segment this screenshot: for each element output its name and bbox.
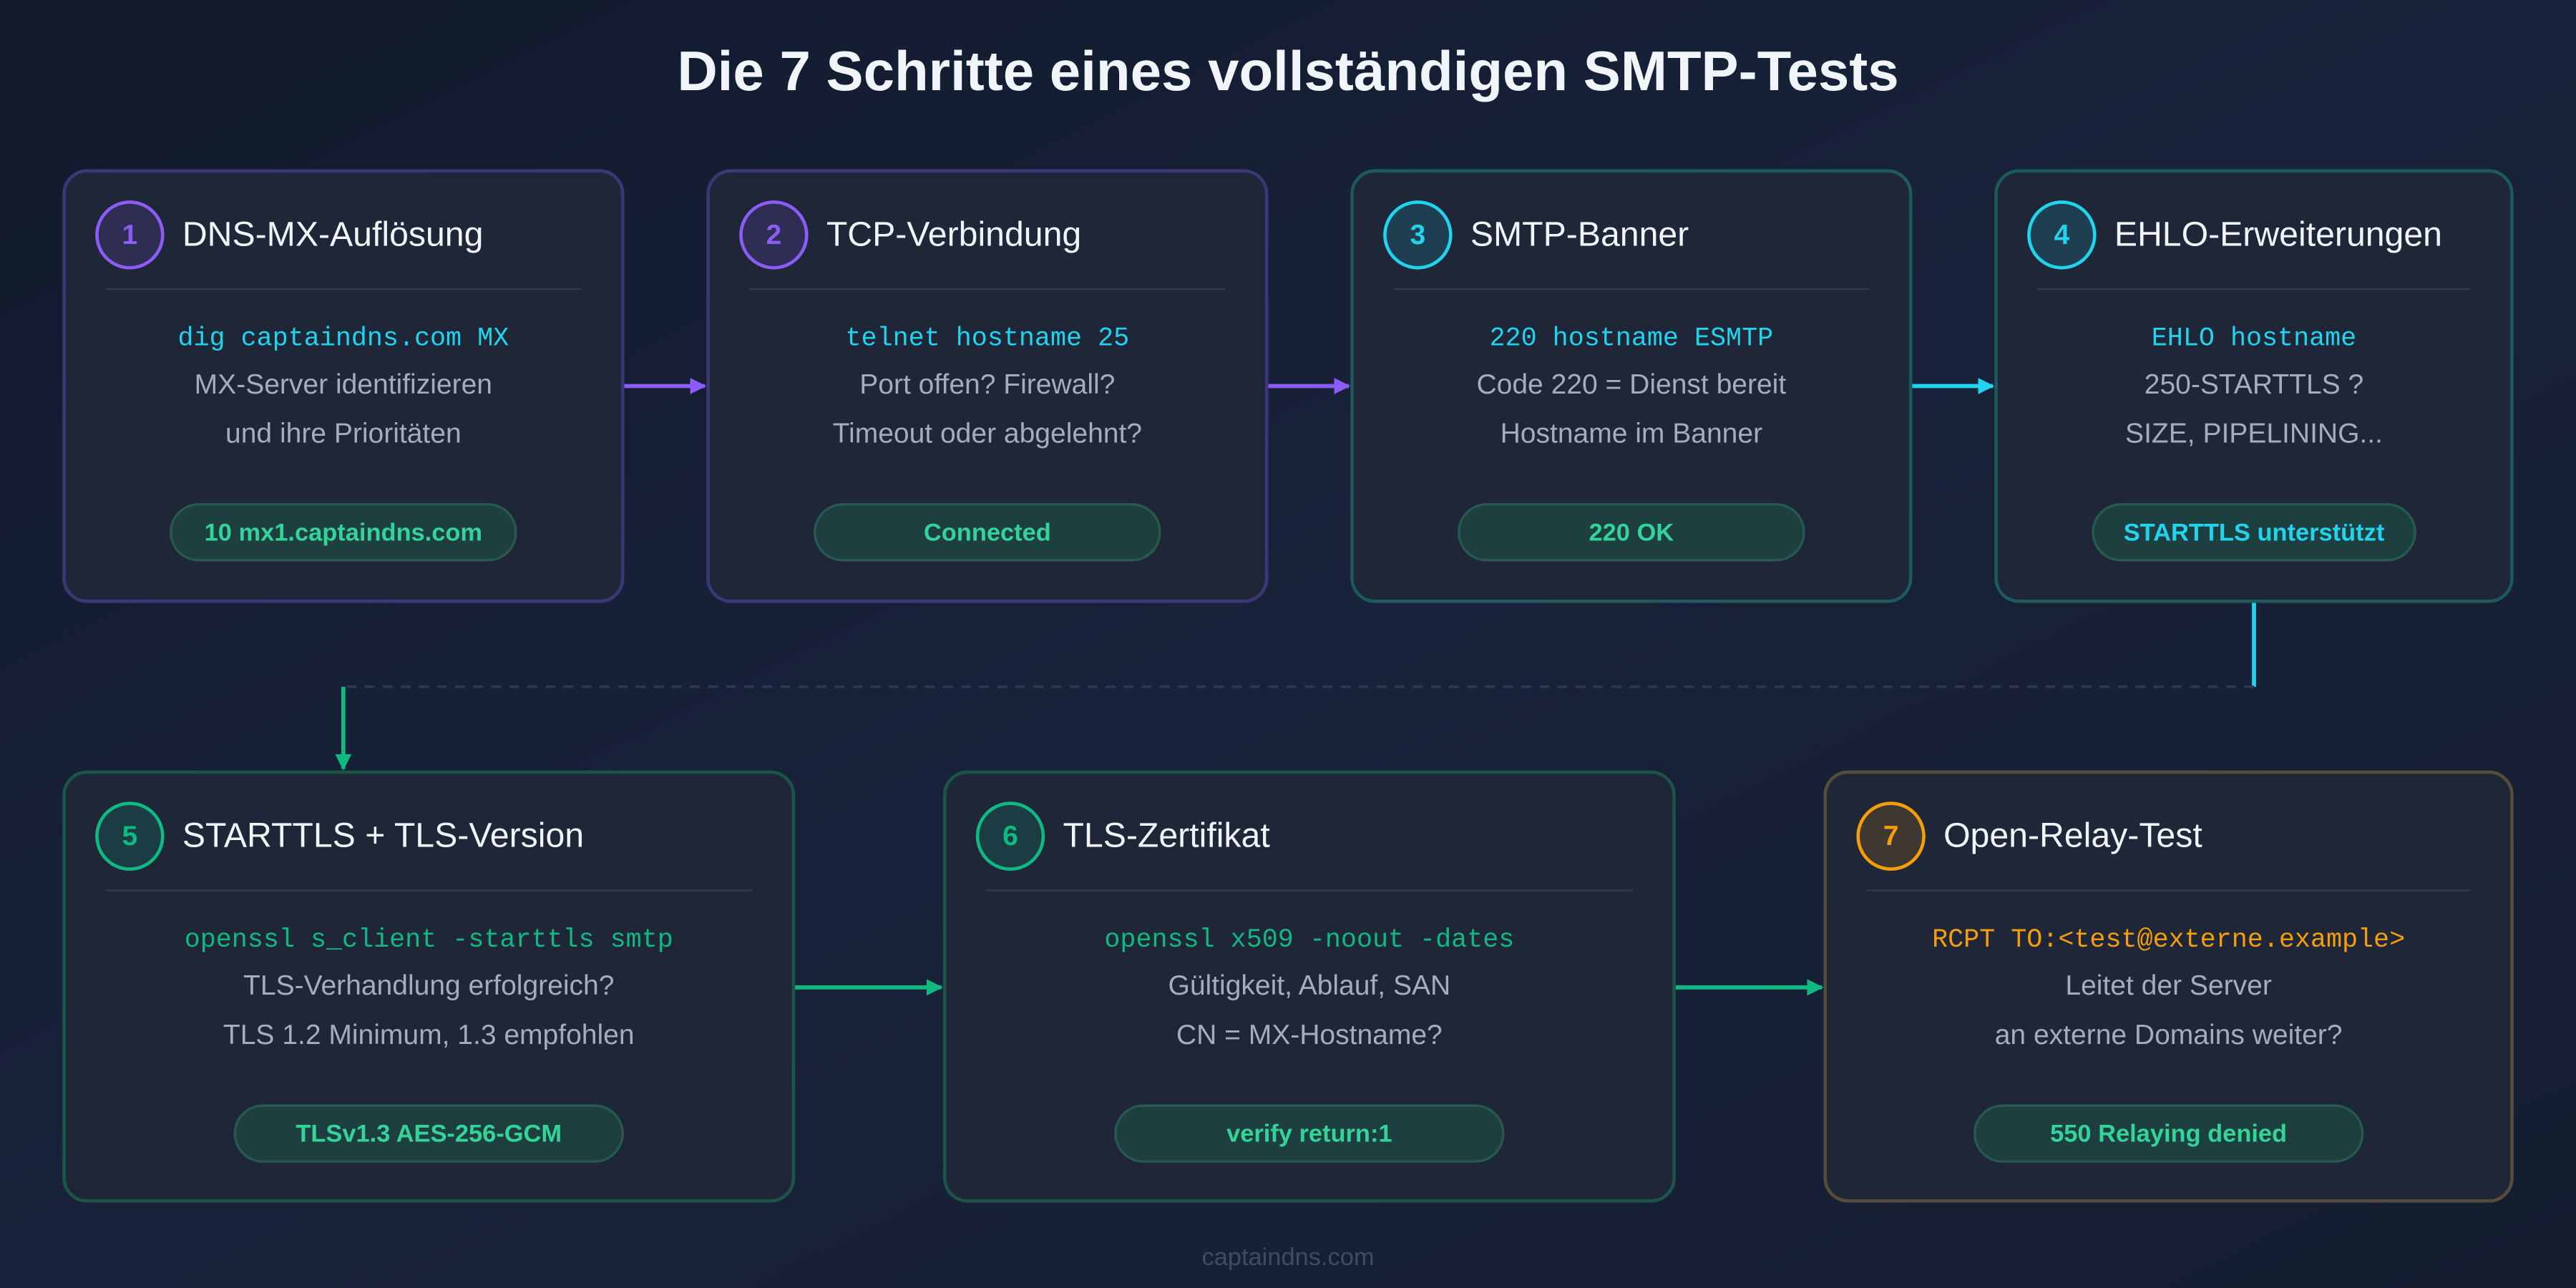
step-circle — [1856, 801, 1926, 871]
step-number: 2 — [766, 220, 782, 250]
badge — [233, 1104, 624, 1163]
step-title: SMTP-Banner — [1470, 215, 1689, 253]
badge-text: STARTTLS unterstützt — [2124, 519, 2385, 546]
step-circle — [95, 801, 165, 871]
description: CN = MX-Hostname? — [1176, 1020, 1443, 1050]
card — [62, 169, 625, 603]
step-title: Open-Relay-Test — [1943, 816, 2202, 855]
step-title: TCP-Verbindung — [826, 215, 1081, 253]
description: und ihre Prioritäten — [225, 419, 462, 449]
step-circle — [975, 801, 1045, 871]
badge-text: 220 OK — [1589, 519, 1674, 546]
step-circle — [2027, 200, 2097, 270]
description: TLS-Verhandlung erfolgreich? — [243, 970, 614, 1001]
badge — [2092, 503, 2416, 562]
badge-text: verify return:1 — [1226, 1121, 1392, 1148]
command: EHLO hostname — [2152, 324, 2356, 354]
badge — [814, 503, 1161, 562]
command: RCPT TO:<test@externe.example> — [1932, 925, 2405, 955]
card — [1994, 169, 2514, 603]
step-card: 4 EHLO-Erweiterungen EHLO hostname 250-STAR… — [1994, 169, 2514, 603]
step-title: DNS-MX-Auflösung — [182, 215, 484, 253]
description: Leitet der Server — [2065, 970, 2271, 1001]
step-card: 1 DNS-MX-Auflösung dig captaindns.com MX MX… — [62, 169, 625, 603]
command: dig captaindns.com MX — [177, 324, 509, 354]
description: TLS 1.2 Minimum, 1.3 empfohlen — [223, 1020, 635, 1050]
badge-text: 10 mx1.captaindns.com — [205, 519, 482, 546]
badge — [1973, 1104, 2364, 1163]
step-title: TLS-Zertifikat — [1063, 816, 1270, 855]
command: telnet hostname 25 — [846, 324, 1130, 354]
description: an externe Domains weiter? — [1995, 1020, 2343, 1050]
description: Hostname im Banner — [1501, 419, 1762, 449]
step-number: 7 — [1883, 821, 1899, 852]
step-card: 3 SMTP-Banner 220 hostname ESMTP Code 220 =… — [1350, 169, 1913, 603]
card — [706, 169, 1269, 603]
description: 250-STARTTLS ? — [2145, 369, 2363, 400]
command: 220 hostname ESMTP — [1490, 324, 1774, 354]
command: openssl s_client -starttls smtp — [185, 925, 673, 955]
step-number: 4 — [2054, 220, 2070, 250]
step-circle — [739, 200, 809, 270]
description: MX-Server identifizieren — [195, 369, 492, 400]
step-card: 5 STARTTLS + TLS-Version openssl s_client … — [62, 770, 796, 1203]
step-title: STARTTLS + TLS-Version — [182, 816, 584, 855]
badge-text: Connected — [924, 519, 1051, 546]
description: Port offen? Firewall? — [859, 369, 1115, 400]
step-card: 6 TLS-Zertifikat openssl x509 -noout -date… — [942, 770, 1676, 1203]
step-number: 1 — [122, 220, 138, 250]
description: Timeout oder abgelehnt? — [833, 419, 1142, 449]
footer: captaindns.com — [1201, 1244, 1374, 1271]
badge — [1458, 503, 1805, 562]
card — [62, 770, 796, 1203]
step-number: 6 — [1002, 821, 1018, 852]
step-circle — [1383, 200, 1453, 270]
step-number: 3 — [1410, 220, 1426, 250]
description: Code 220 = Dienst bereit — [1476, 369, 1786, 400]
card — [1823, 770, 2514, 1203]
description: Gültigkeit, Ablauf, SAN — [1168, 970, 1450, 1001]
title: Die 7 Schritte eines vollständigen SMTP-… — [677, 39, 1898, 102]
card — [1350, 169, 1913, 603]
badge — [1114, 1104, 1505, 1163]
step-card: 7 Open-Relay-Test RCPT TO:<test@externe.ex… — [1823, 770, 2514, 1203]
badge-text: 550 Relaying denied — [2050, 1121, 2287, 1148]
card — [942, 770, 1676, 1203]
command: openssl x509 -noout -dates — [1104, 925, 1514, 955]
description: SIZE, PIPELINING... — [2125, 419, 2383, 449]
badge — [170, 503, 517, 562]
step-card: 2 TCP-Verbindung telnet hostname 25 Port of… — [706, 169, 1269, 603]
step-number: 5 — [122, 821, 138, 852]
step-title: EHLO-Erweiterungen — [2114, 215, 2442, 253]
step-circle — [95, 200, 165, 270]
badge-text: TLSv1.3 AES-256-GCM — [296, 1121, 562, 1148]
